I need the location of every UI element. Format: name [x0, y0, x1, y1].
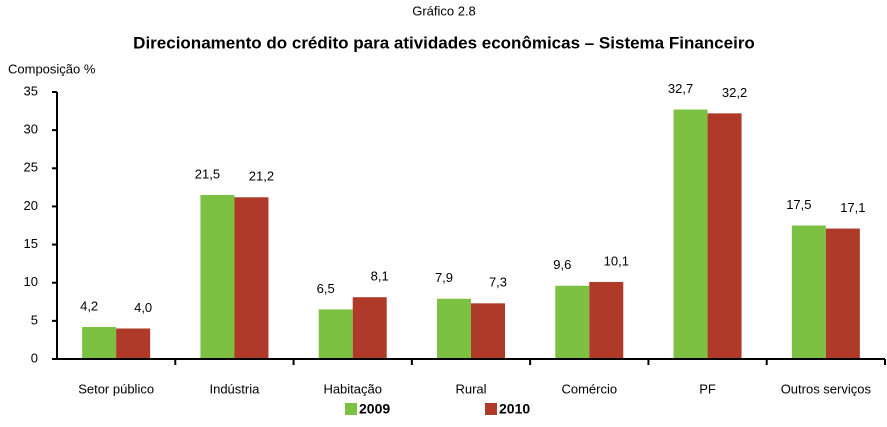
chart-subtitle: Direcionamento do crédito para atividade… [133, 33, 755, 52]
value-label: 17,5 [786, 197, 811, 212]
bar [352, 297, 387, 359]
chart-title: Gráfico 2.8 [412, 3, 476, 18]
y-tick-label: 25 [24, 160, 38, 175]
legend-label: 2010 [499, 401, 530, 417]
value-label: 7,3 [489, 275, 507, 290]
y-tick-label: 15 [24, 236, 38, 251]
value-label: 10,1 [604, 253, 629, 268]
x-tick-label: Habitação [323, 381, 382, 396]
bar [707, 113, 742, 359]
value-label: 17,1 [840, 200, 865, 215]
bar [471, 303, 505, 359]
value-label: 9,6 [553, 257, 571, 272]
y-tick-label: 0 [31, 350, 38, 365]
y-tick-label: 35 [24, 83, 38, 98]
y-tick-label: 5 [31, 312, 38, 327]
bar [791, 225, 826, 359]
bar [318, 309, 353, 359]
bar [200, 194, 235, 359]
legend-swatch [345, 403, 357, 415]
bar [234, 197, 269, 359]
x-tick-label: Outros serviços [781, 381, 872, 396]
bar [825, 228, 860, 359]
value-label: 32,2 [722, 85, 747, 100]
value-label: 32,7 [668, 81, 693, 96]
x-tick-label: Comércio [561, 381, 617, 396]
x-tick-label: Rural [455, 381, 486, 396]
legend-swatch [485, 403, 497, 415]
value-label: 6,5 [317, 281, 335, 296]
x-tick-label: Setor público [78, 381, 154, 396]
y-tick-label: 10 [24, 274, 38, 289]
value-label: 4,0 [134, 300, 152, 315]
value-label: 21,5 [195, 166, 220, 181]
bar [116, 328, 151, 359]
bar [437, 298, 471, 359]
value-label: 8,1 [371, 269, 389, 284]
bar [589, 281, 624, 359]
y-axis-label: Composição % [8, 61, 96, 76]
value-label: 21,2 [249, 169, 274, 184]
y-tick-label: 30 [24, 122, 38, 137]
bar [555, 285, 590, 359]
legend-label: 2009 [359, 401, 390, 417]
y-tick-label: 20 [24, 198, 38, 213]
bar [82, 326, 117, 359]
value-label: 7,9 [435, 270, 453, 285]
bar [673, 109, 708, 359]
value-label: 4,2 [80, 298, 98, 313]
x-tick-label: Indústria [209, 381, 260, 396]
x-tick-label: PF [699, 381, 716, 396]
